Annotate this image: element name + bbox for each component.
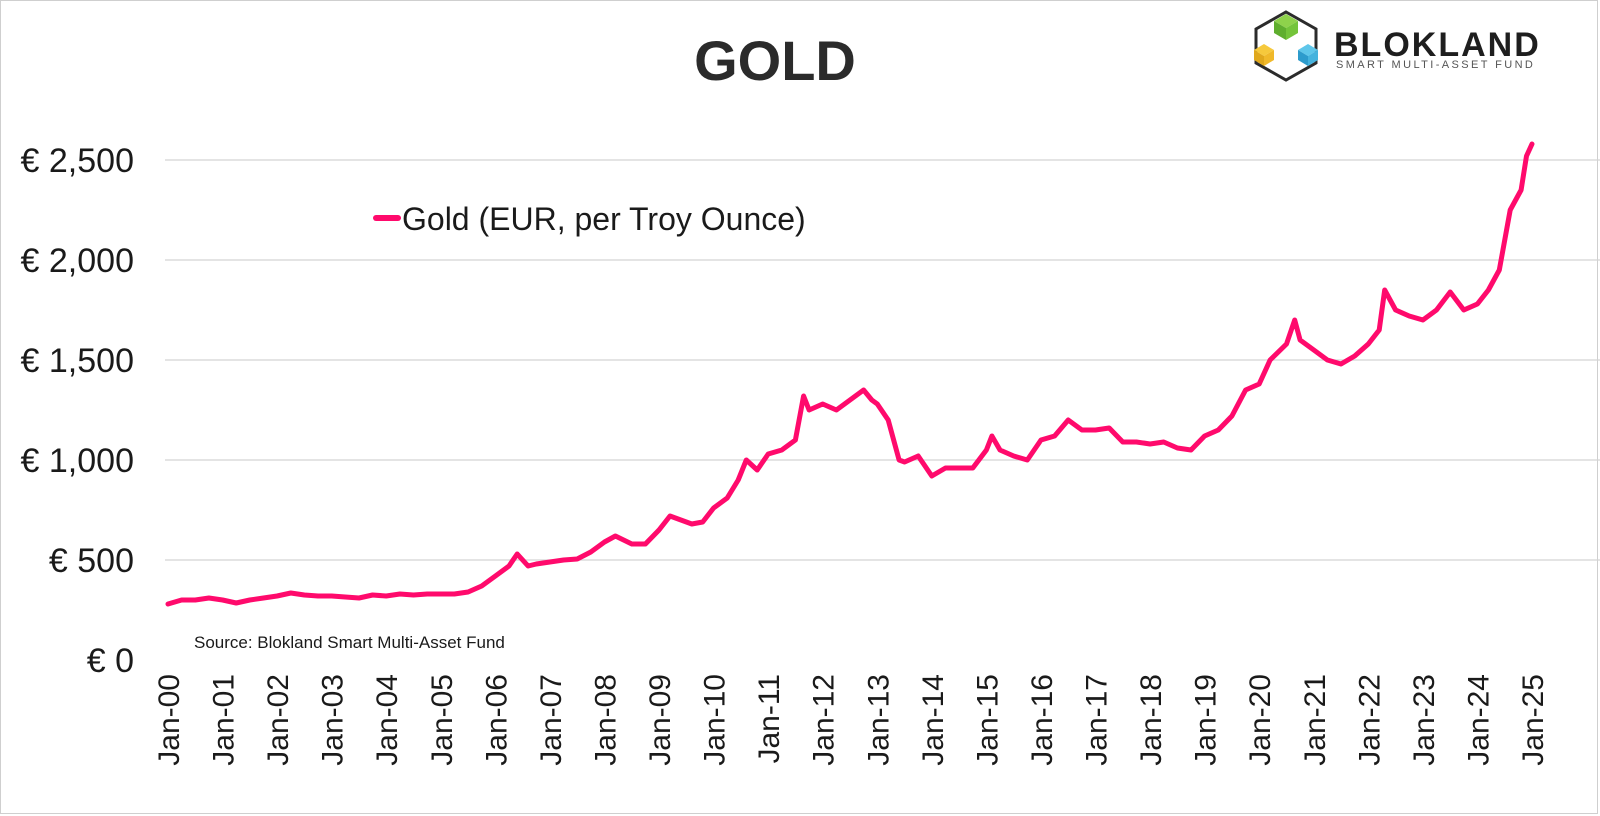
x-tick-label: Jan-11	[753, 674, 786, 764]
x-tick-label: Jan-01	[208, 674, 241, 766]
y-axis-ticks: € 0 € 500 € 1,000 € 1,500 € 2,000 € 2,500	[21, 142, 134, 680]
chart-title: GOLD	[694, 29, 856, 92]
x-tick-label: Jan-04	[371, 674, 404, 766]
cube-logo-icon	[1254, 10, 1318, 82]
x-tick-label: Jan-23	[1408, 674, 1441, 766]
x-tick-label: Jan-14	[917, 674, 950, 766]
series-layer	[165, 141, 1535, 607]
x-tick-label: Jan-07	[535, 674, 568, 766]
x-tick-label: Jan-18	[1135, 674, 1168, 766]
x-tick-label: Jan-15	[971, 674, 1004, 766]
legend-label: Gold (EUR, per Troy Ounce)	[402, 201, 806, 237]
x-tick-label: Jan-13	[862, 674, 895, 766]
x-tick-label: Jan-06	[480, 674, 513, 766]
x-tick-label: Jan-02	[262, 674, 295, 766]
x-tick-label: Jan-25	[1517, 674, 1550, 766]
x-tick-label: Jan-24	[1462, 674, 1495, 766]
x-tick-label: Jan-19	[1190, 674, 1223, 766]
series-line-gold	[165, 141, 1535, 607]
x-tick-label: Jan-12	[808, 674, 841, 766]
gridlines	[165, 159, 1600, 561]
x-tick-label: Jan-00	[153, 674, 186, 766]
source-note: Source: Blokland Smart Multi-Asset Fund	[194, 633, 505, 652]
y-tick-label: € 1,000	[21, 442, 134, 480]
x-tick-label: Jan-22	[1353, 674, 1386, 766]
x-tick-label: Jan-20	[1244, 674, 1277, 766]
x-tick-label: Jan-21	[1299, 674, 1332, 766]
x-tick-label: Jan-10	[699, 674, 732, 766]
x-axis-ticks: Jan-00 Jan-01 Jan-02 Jan-03 Jan-04 Jan-05 Jan-…	[153, 674, 1550, 766]
x-tick-label: Jan-16	[1026, 674, 1059, 766]
y-tick-label: € 2,500	[21, 142, 134, 180]
y-tick-label: € 0	[87, 642, 134, 680]
y-tick-label: € 2,000	[21, 242, 134, 280]
brand-tagline: SMART MULTI-ASSET FUND	[1336, 59, 1535, 71]
x-tick-label: Jan-09	[644, 674, 677, 766]
x-tick-label: Jan-03	[317, 674, 350, 766]
brand-name: BLOKLAND	[1334, 26, 1541, 64]
x-tick-label: Jan-17	[1081, 674, 1114, 766]
x-tick-label: Jan-08	[589, 674, 622, 766]
y-tick-label: € 500	[49, 542, 134, 580]
legend: Gold (EUR, per Troy Ounce)	[373, 201, 806, 237]
x-tick-label: Jan-05	[426, 674, 459, 766]
y-tick-label: € 1,500	[21, 342, 134, 380]
brand-logo: BLOKLAND SMART MULTI-ASSET FUND	[1254, 10, 1541, 82]
